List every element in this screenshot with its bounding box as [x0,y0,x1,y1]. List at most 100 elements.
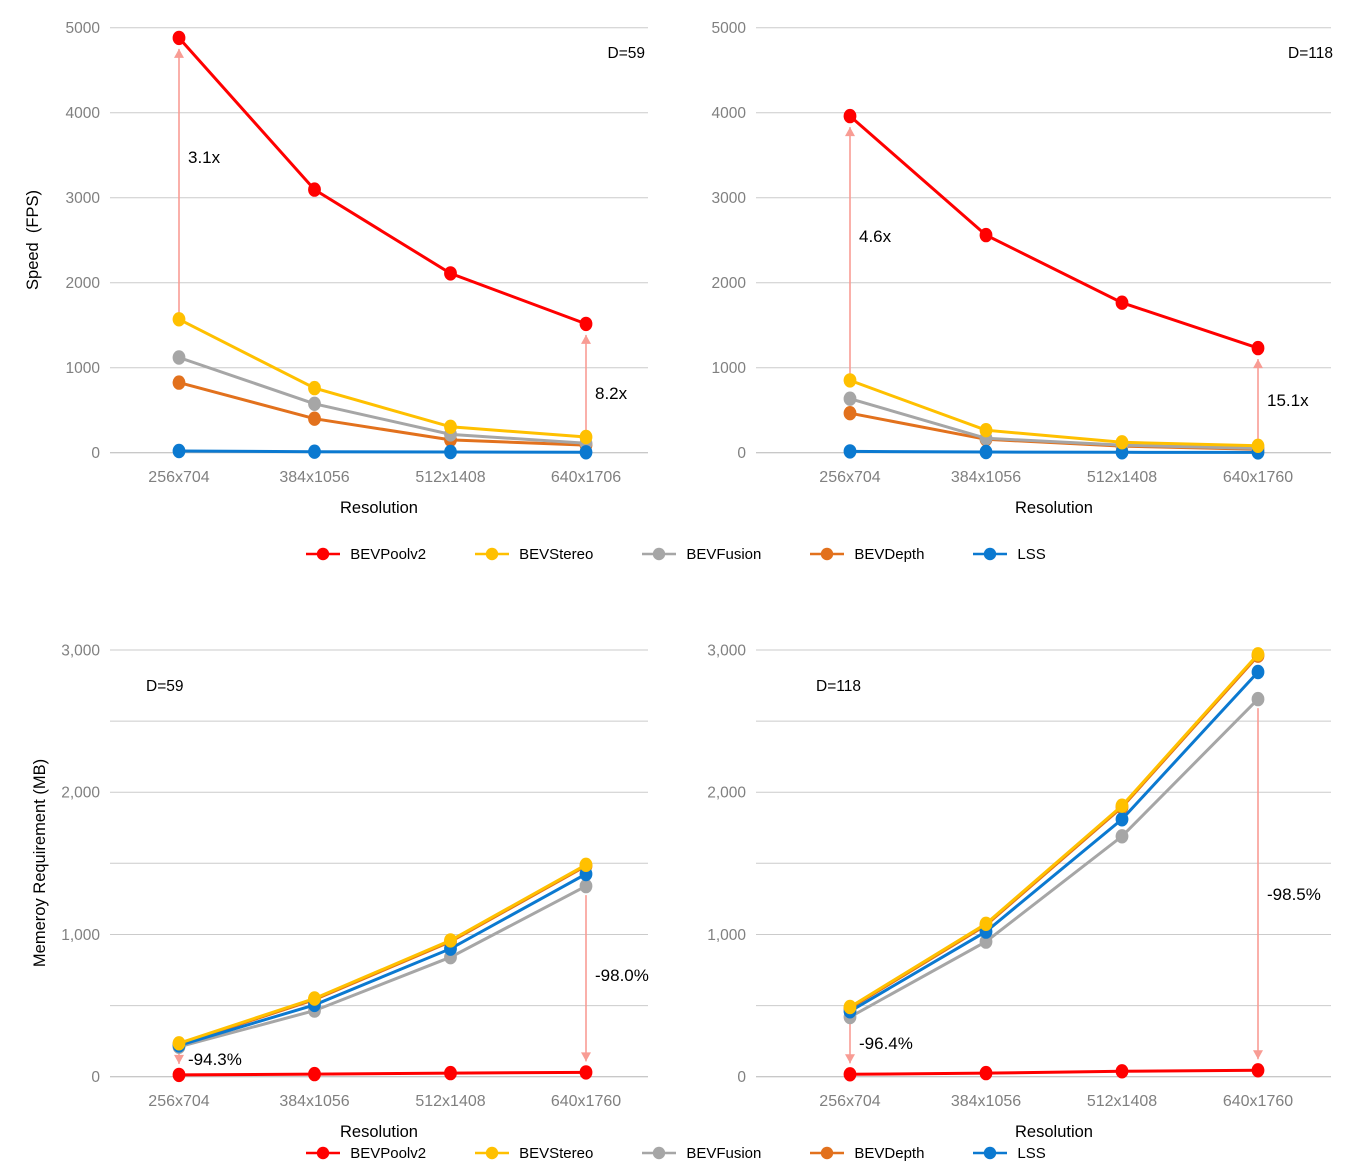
x-tick-label: 512x1408 [415,1093,485,1110]
legend-label: LSS [1017,1144,1046,1162]
x-tick-label: 640x1760 [551,1093,621,1110]
legend-marker-icon [475,547,510,561]
data-point [172,30,186,46]
chart-memory-d118: 0 1,000 2,000 3,000 -96.4% -98.5% 256x704 384x1… [676,620,1351,1165]
y-tick-label: 3,000 [707,643,746,660]
data-point [1251,664,1265,680]
y-tick-label: 1000 [66,360,101,377]
y-tick-label: 1000 [712,360,747,377]
data-point [1251,1063,1265,1078]
y-tick-label: 1,000 [61,927,100,944]
x-axis-title: Resolution [340,1123,418,1141]
data-point [843,999,857,1015]
data-point [444,266,457,281]
x-axis-title: Resolution [1015,1123,1093,1141]
y-gridlines: 0 1000 2000 3000 4000 5000 [712,20,1331,462]
legend-bottom: BEVPoolv2 BEVStereo BEVFusion BEVDepth LSS [0,1139,1351,1167]
x-tick-labels: 256x704 384x1056 512x1408 640x1760 [148,1093,621,1110]
series-BEVDepth [843,648,1265,1016]
data-point [1251,438,1265,453]
legend-marker-icon [810,1146,845,1160]
data-point [444,419,457,434]
data-point [308,396,321,411]
data-point [1115,445,1129,460]
y-gridlines: 0 1,000 2,000 3,000 [61,643,648,1086]
data-point [308,444,321,459]
legend-marker-icon [306,1146,341,1160]
data-point [979,934,993,949]
y-tick-label: 5000 [66,20,101,37]
y-tick-label: 2,000 [61,785,100,802]
annotation-label: -96.4% [859,1034,913,1053]
legend-item-bevpoolv2: BEVPoolv2 [305,1145,426,1162]
data-point [979,444,993,460]
annotation-arrows [845,708,1263,1064]
data-point [172,350,186,365]
annotation-label: -94.3% [188,1050,242,1069]
y-gridlines: 0 1000 2000 3000 4000 5000 [66,20,648,462]
series-BEVFusion [172,350,593,451]
data-point [979,227,993,243]
legend-marker-icon [475,1146,510,1160]
data-point [579,857,593,872]
y-tick-label: 5000 [712,20,747,37]
data-point [1251,647,1265,662]
y-tick-label: 0 [737,1069,746,1086]
x-tick-label: 640x1760 [1223,469,1293,486]
x-tick-label: 640x1706 [551,469,621,486]
legend-item-lss: LSS [972,545,1046,563]
y-tick-label: 2,000 [707,785,746,802]
y-tick-label: 1,000 [707,927,746,944]
legend-marker-icon [642,547,677,561]
x-tick-label: 256x704 [819,1093,880,1110]
chart-speed-d59: 0 1000 2000 3000 4000 5000 3.1x 8.2x 256x704 384x… [0,0,676,535]
y-tick-label: 2000 [712,275,747,292]
legend-item-bevdepth: BEVDepth [809,546,924,563]
data-point [172,312,186,327]
x-tick-labels: 256x704 384x1056 512x1408 640x1706 [148,469,621,486]
d-label: D=59 [146,678,184,695]
series-BEVDepth [172,858,593,1052]
d-label: D=118 [816,678,861,695]
data-point [308,1066,321,1082]
legend-marker-icon [973,1146,1008,1160]
y-gridlines: 0 1,000 2,000 3,000 [707,643,1331,1086]
series-BEVStereo [843,647,1265,1015]
legend-item-bevstereo: BEVStereo [474,1145,593,1162]
legend-label: BEVFusion [686,1144,762,1162]
x-tick-label: 256x704 [148,1093,209,1110]
legend-label: BEVPoolv2 [350,1144,427,1162]
x-tick-label: 640x1760 [1223,1093,1293,1110]
y-tick-label: 2000 [66,275,101,292]
data-point [1115,812,1129,827]
data-point [444,933,457,948]
data-point [444,1065,457,1081]
legend-item-bevstereo: BEVStereo [474,546,593,563]
legend-item-bevdepth: BEVDepth [809,1145,924,1162]
d-label: D=118 [1288,45,1333,62]
legend-marker-icon [306,547,341,561]
legend-item-lss: LSS [972,1144,1046,1162]
series-BEVStereo [172,312,593,445]
data-point [843,108,857,124]
data-point [1251,691,1265,707]
y-tick-label: 0 [737,445,746,462]
data-point [308,380,321,396]
data-point [1251,340,1265,356]
x-tick-label: 384x1056 [951,1093,1021,1110]
y-tick-label: 3000 [66,190,101,207]
data-point [172,1067,186,1083]
series-BEVPoolv2 [172,30,593,332]
x-tick-label: 384x1056 [951,469,1021,486]
y-axis-title: Speed (FPS) [24,190,42,290]
x-tick-labels: 256x704 384x1056 512x1408 640x1760 [819,469,1293,486]
legend-label: LSS [1017,545,1046,563]
data-point [979,423,993,438]
legend-label: BEVDepth [854,1144,925,1162]
y-tick-label: 3000 [712,190,747,207]
series-BEVDepth [843,406,1265,457]
series-LSS [172,443,593,460]
data-point [1115,1064,1129,1079]
legend-label: BEVFusion [686,545,762,563]
